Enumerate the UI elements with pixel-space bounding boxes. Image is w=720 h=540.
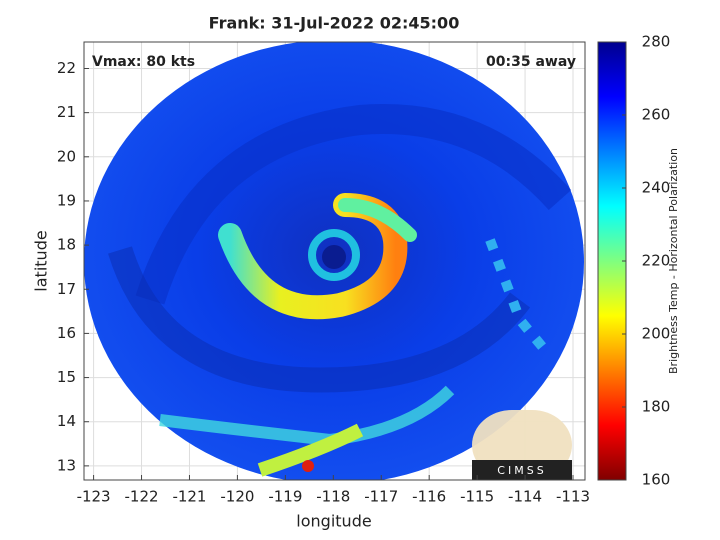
x-tick-label: -114 — [508, 488, 542, 506]
colorbar-tick-label: 260 — [642, 106, 671, 124]
satellite-image: CIMSS — [84, 42, 584, 480]
x-tick-label: -123 — [77, 488, 111, 506]
chart-title: Frank: 31-Jul-2022 02:45:00 — [209, 14, 460, 33]
colorbar-tick-label: 240 — [642, 179, 671, 197]
x-tick-label: -115 — [460, 488, 494, 506]
colorbar — [597, 41, 627, 481]
y-tick-label: 16 — [57, 324, 76, 342]
x-tick-label: -119 — [268, 488, 302, 506]
x-tick-label: -113 — [556, 488, 590, 506]
annotation: 00:35 away — [486, 54, 576, 70]
x-tick-label: -117 — [364, 488, 398, 506]
colorbar-tick-label: 280 — [642, 33, 671, 51]
y-tick-label: 22 — [57, 59, 76, 77]
logo-text: CIMSS — [497, 464, 546, 477]
y-tick-label: 13 — [57, 456, 76, 474]
y-tick-label: 17 — [57, 280, 76, 298]
colorbar-tick-label: 160 — [642, 471, 671, 489]
plot-frame — [83, 41, 586, 481]
x-tick-label: -118 — [316, 488, 350, 506]
y-tick-label: 21 — [57, 103, 76, 121]
colorbar-tick-label: 220 — [642, 252, 671, 270]
x-tick-label: -122 — [125, 488, 159, 506]
x-tick-label: -116 — [412, 488, 446, 506]
annotation: Vmax: 80 kts — [92, 54, 195, 70]
y-tick-label: 15 — [57, 368, 76, 386]
y-tick-label: 18 — [57, 236, 76, 254]
y-axis-label: latitude — [32, 230, 51, 291]
y-tick-label: 19 — [57, 191, 76, 209]
y-tick-label: 20 — [57, 147, 76, 165]
colorbar-tick-label: 180 — [642, 398, 671, 416]
x-tick-label: -120 — [220, 488, 254, 506]
colorbar-tick-label: 200 — [642, 325, 671, 343]
colorbar-label: Brightness Temp - Horizontal Polarizatio… — [667, 148, 680, 374]
x-axis-label: longitude — [296, 512, 371, 531]
y-tick-label: 14 — [57, 412, 76, 430]
x-tick-label: -121 — [172, 488, 206, 506]
